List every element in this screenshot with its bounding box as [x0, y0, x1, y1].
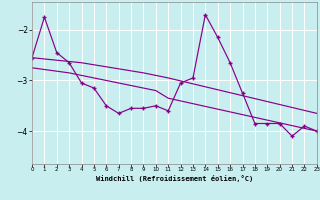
- X-axis label: Windchill (Refroidissement éolien,°C): Windchill (Refroidissement éolien,°C): [96, 175, 253, 182]
